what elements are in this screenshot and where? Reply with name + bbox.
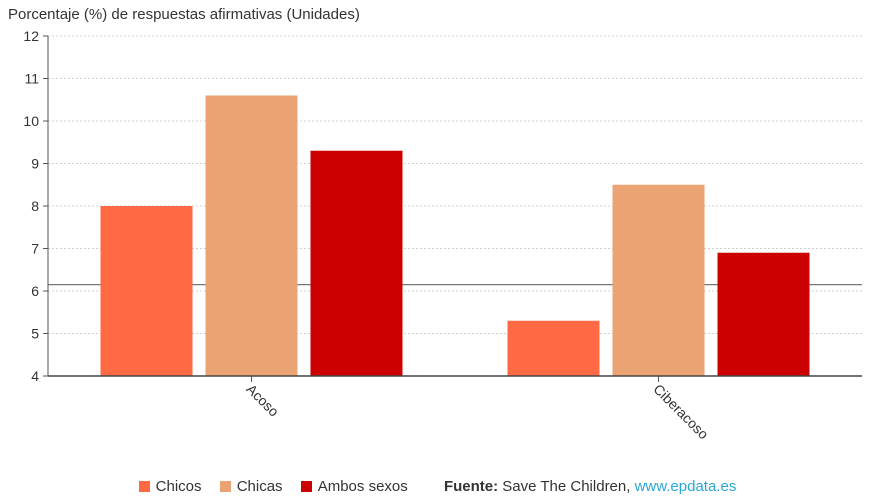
legend-swatch-ambos-sexos [300, 481, 312, 492]
bar-chicos-acoso[interactable] [100, 206, 193, 376]
bar-chicas-acoso[interactable] [205, 95, 298, 377]
y-tick-label: 4 [31, 368, 39, 384]
y-tick-label: 9 [31, 156, 39, 172]
source-text: Save The Children, [502, 478, 631, 495]
y-axis-ticks: 4 5 6 7 8 9 10 11 12 [23, 28, 49, 384]
legend-label-chicos: Chicos [155, 478, 202, 495]
y-tick-label: 7 [31, 241, 39, 257]
legend-label-ambos-sexos: Ambos sexos [317, 478, 408, 495]
legend-item-ambos-sexos[interactable]: Ambos sexos [300, 478, 408, 495]
bar-ambos-sexos-acoso[interactable] [310, 150, 403, 376]
y-tick-label: 12 [23, 28, 39, 44]
bar-chart: 4 5 6 7 8 9 10 11 12 Acoso Ciberacoso [23, 28, 862, 443]
legend: Chicos Chicas Ambos sexos Fuente: Save T… [0, 478, 875, 495]
y-tick-label: 8 [31, 198, 39, 214]
legend-swatch-chicas [219, 481, 231, 492]
source-link[interactable]: www.epdata.es [634, 478, 737, 495]
bars [100, 95, 810, 377]
legend-label-chicas: Chicas [236, 478, 283, 495]
x-tick-label-ciberacoso: Ciberacoso [650, 381, 712, 443]
y-tick-label: 5 [31, 326, 39, 342]
bar-ambos-sexos-ciberacoso[interactable] [717, 252, 810, 376]
legend-item-chicas[interactable]: Chicas [219, 478, 283, 495]
y-tick-label: 10 [23, 113, 39, 129]
legend-swatch-chicos [138, 481, 150, 492]
x-tick-label-acoso: Acoso [243, 381, 282, 420]
bar-chicos-ciberacoso[interactable] [507, 320, 600, 376]
y-axis-title: Porcentaje (%) de respuestas afirmativas… [8, 6, 360, 23]
bar-chicas-ciberacoso[interactable] [612, 184, 705, 376]
legend-item-chicos[interactable]: Chicos [138, 478, 202, 495]
source-label: Fuente: [443, 478, 499, 495]
source-credit: Fuente: Save The Children, www.epdata.es [444, 478, 736, 495]
x-axis-ticks: Acoso Ciberacoso [48, 375, 862, 443]
y-tick-label: 11 [24, 71, 39, 87]
y-tick-label: 6 [31, 283, 39, 299]
